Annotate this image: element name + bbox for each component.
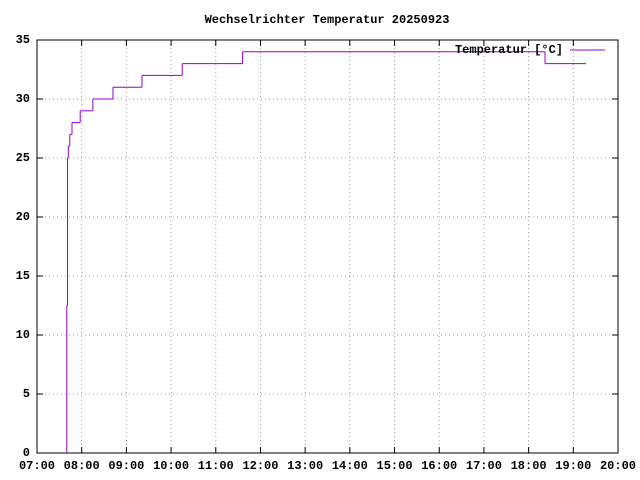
x-tick-label: 15:00 (377, 459, 413, 473)
point (584, 63, 586, 65)
y-tick-label: 0 (23, 446, 30, 460)
chart-title: Wechselrichter Temperatur 20250923 (205, 13, 450, 27)
x-tick-label: 20:00 (600, 459, 636, 473)
x-tick-label: 13:00 (287, 459, 323, 473)
y-tick-label: 30 (16, 92, 30, 106)
x-tick-label: 07:00 (19, 459, 55, 473)
y-tick-label: 35 (16, 33, 30, 47)
x-tick-label: 16:00 (421, 459, 457, 473)
y-tick-label: 5 (23, 387, 30, 401)
legend-label: Temperatur [°C] (455, 43, 563, 57)
x-tick-label: 18:00 (511, 459, 547, 473)
x-tick-label: 12:00 (242, 459, 278, 473)
y-tick-label: 20 (16, 210, 30, 224)
x-tick-label: 11:00 (198, 459, 234, 473)
x-tick-label: 10:00 (153, 459, 189, 473)
x-tick-label: 14:00 (332, 459, 368, 473)
x-tick-label: 17:00 (466, 459, 502, 473)
x-tick-label: 09:00 (108, 459, 144, 473)
y-tick-label: 25 (16, 151, 30, 165)
x-tick-label: 08:00 (64, 459, 100, 473)
x-tick-label: 19:00 (555, 459, 591, 473)
y-tick-label: 15 (16, 269, 30, 283)
plot-border (36, 39, 619, 454)
y-tick-label: 10 (16, 328, 30, 342)
